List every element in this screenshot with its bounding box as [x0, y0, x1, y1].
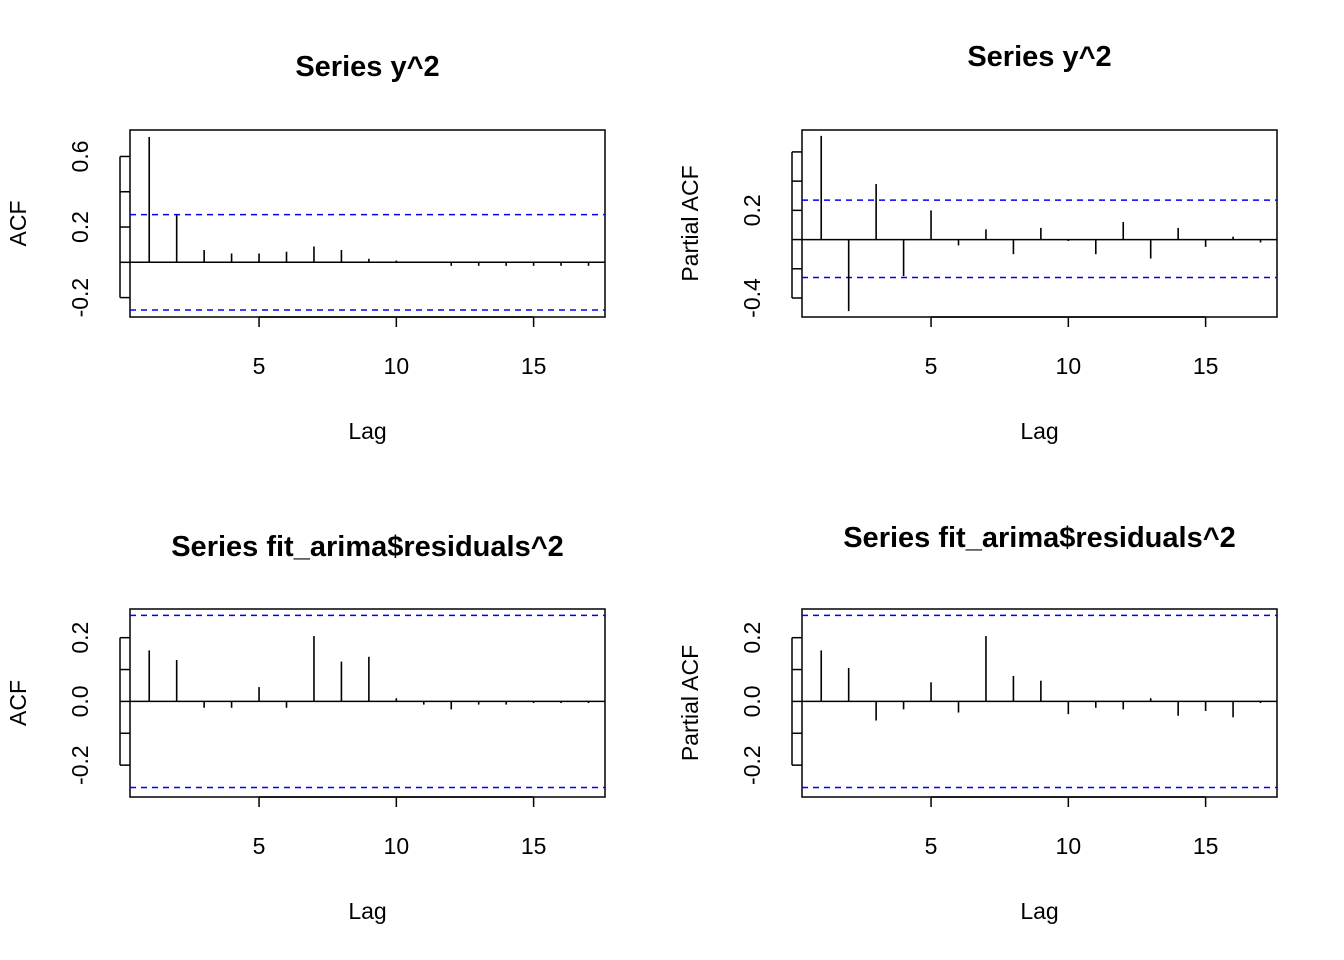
panel-title: Series fit_arima$residuals^2 — [843, 522, 1236, 554]
x-axis-label: Lag — [1020, 898, 1058, 924]
panel-2: Series y^2 5 10 15 -0.4 0.2 Lag Partial ACF — [677, 41, 1278, 444]
y-tick-label: 0.6 — [67, 140, 93, 172]
x-tick-label: 10 — [1056, 833, 1082, 859]
y-tick-label: -0.2 — [67, 745, 93, 785]
x-tick-label: 15 — [521, 833, 547, 859]
x-tick-label: 10 — [384, 833, 410, 859]
x-tick-label: 15 — [521, 353, 547, 379]
y-tick-label: 0.2 — [739, 622, 765, 654]
plot-frame — [801, 129, 1278, 318]
panel-title: Series y^2 — [295, 51, 439, 83]
panel-3: Series fit_arima$residuals^2 5 10 15 -0.2 0.0… — [5, 531, 606, 924]
plot-frame — [129, 129, 606, 318]
y-axis-label: Partial ACF — [677, 645, 703, 761]
y-axis-label: ACF — [5, 201, 31, 247]
x-tick-label: 5 — [253, 833, 266, 859]
x-axis-label: Lag — [1020, 418, 1058, 444]
x-tick-label: 5 — [925, 353, 938, 379]
x-tick-label: 10 — [384, 353, 410, 379]
x-tick-label: 5 — [925, 833, 938, 859]
x-tick-label: 15 — [1193, 353, 1219, 379]
panel-1: Series y^2 5 10 15 -0.2 0.2 0.6 Lag ACF — [5, 51, 606, 444]
y-tick-label: 0.2 — [67, 622, 93, 654]
x-tick-label: 5 — [253, 353, 266, 379]
y-axis-label: Partial ACF — [677, 165, 703, 281]
x-axis-label: Lag — [348, 898, 386, 924]
x-tick-label: 15 — [1193, 833, 1219, 859]
y-tick-label: -0.2 — [739, 745, 765, 785]
y-tick-label: 0.2 — [67, 211, 93, 243]
panel-title: Series fit_arima$residuals^2 — [171, 531, 564, 563]
y-axis-label: ACF — [5, 680, 31, 726]
y-tick-label: 0.2 — [739, 194, 765, 226]
y-tick-label: -0.4 — [739, 278, 765, 318]
panel-4: Series fit_arima$residuals^2 5 10 15 -0.2 0.0… — [677, 522, 1278, 924]
x-axis-label: Lag — [348, 418, 386, 444]
panel-title: Series y^2 — [967, 41, 1111, 73]
y-tick-label: 0.0 — [739, 685, 765, 717]
y-tick-label: 0.0 — [67, 685, 93, 717]
y-tick-label: -0.2 — [67, 278, 93, 318]
x-tick-label: 10 — [1056, 353, 1082, 379]
